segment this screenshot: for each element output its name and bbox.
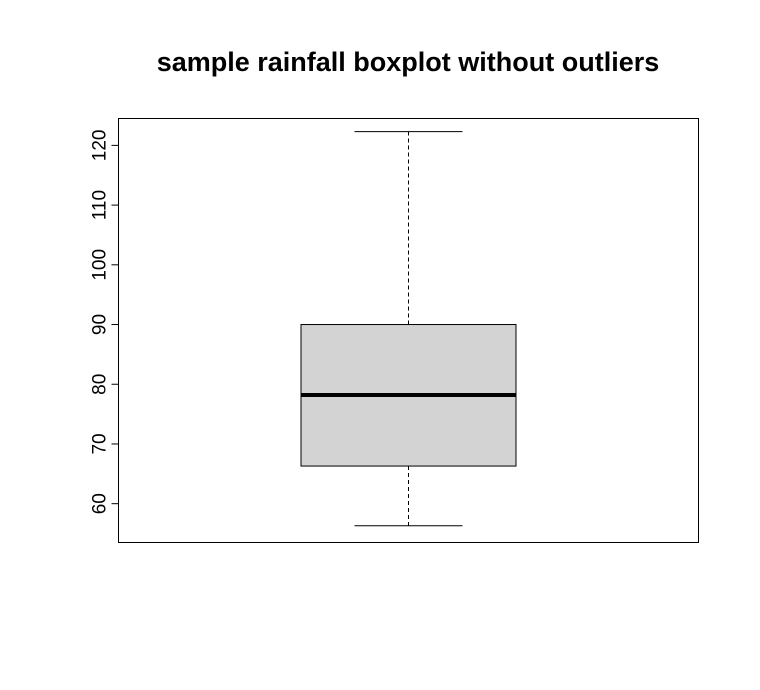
chart-title: sample rainfall boxplot without outliers xyxy=(157,47,660,77)
box-group xyxy=(300,131,517,527)
y-tick-label: 70 xyxy=(90,433,111,454)
y-axis: 60 70 80 90 100 110 120 xyxy=(90,130,119,514)
y-tick-label: 110 xyxy=(90,190,111,220)
y-tick-label: 100 xyxy=(90,249,111,281)
y-tick-label: 90 xyxy=(90,314,111,335)
y-tick-label: 120 xyxy=(90,130,111,162)
plot-frame xyxy=(118,118,699,543)
y-tick-label: 80 xyxy=(90,374,111,395)
y-tick-label: 60 xyxy=(90,493,111,514)
